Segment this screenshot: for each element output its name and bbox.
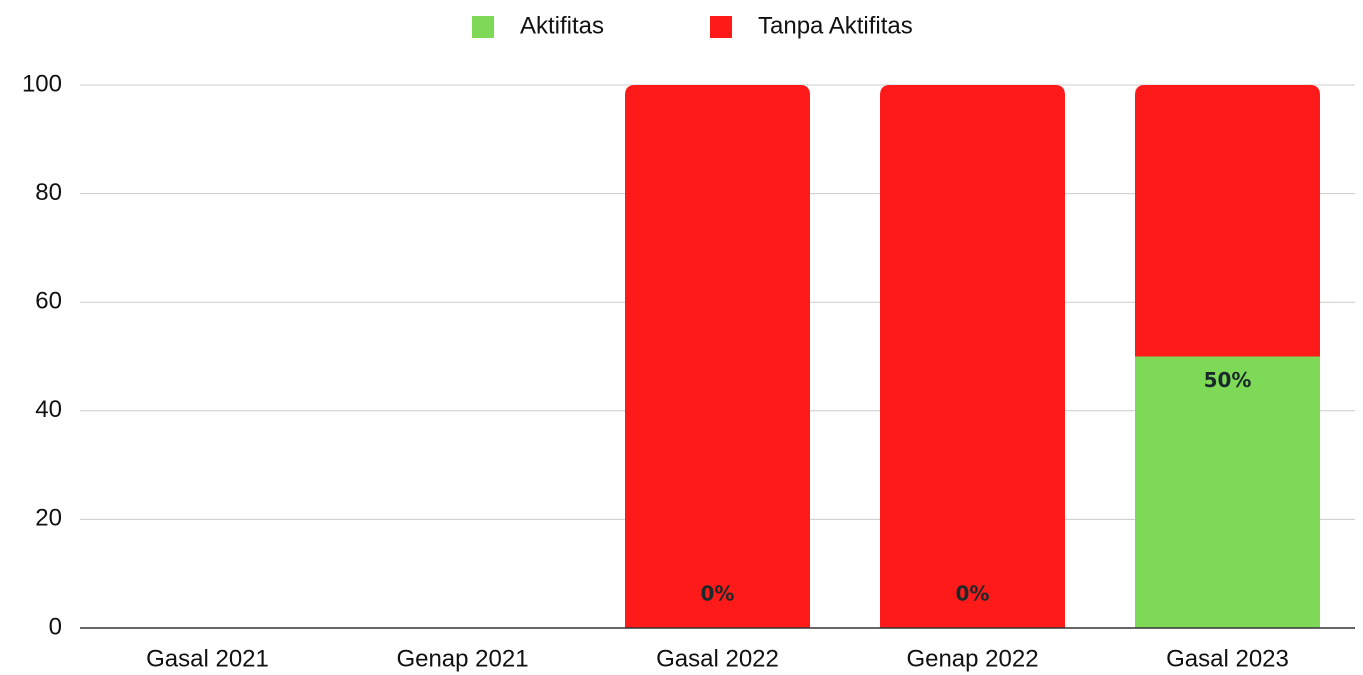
bar-segment [1135,85,1320,357]
x-tick-label: Gasal 2021 [146,645,269,672]
x-tick-label: Genap 2021 [396,645,528,672]
y-tick-label: 100 [22,70,62,97]
y-tick-label: 40 [35,396,62,423]
y-tick-label: 80 [35,179,62,206]
bar-segment [880,85,1065,628]
bar-segment [625,85,810,628]
legend-swatch [472,16,494,38]
x-tick-label: Gasal 2023 [1166,645,1289,672]
x-tick-label: Gasal 2022 [656,645,779,672]
y-tick-label: 0 [49,613,62,640]
bar-segment [1135,356,1320,628]
legend-label: Tanpa Aktifitas [758,12,913,39]
value-label: 0% [956,582,990,606]
legend-label: Aktifitas [520,12,604,39]
value-label: 50% [1204,368,1252,392]
x-tick-label: Genap 2022 [906,645,1038,672]
y-tick-label: 20 [35,505,62,532]
legend-swatch [710,16,732,38]
y-tick-label: 60 [35,288,62,315]
value-label: 0% [701,582,735,606]
